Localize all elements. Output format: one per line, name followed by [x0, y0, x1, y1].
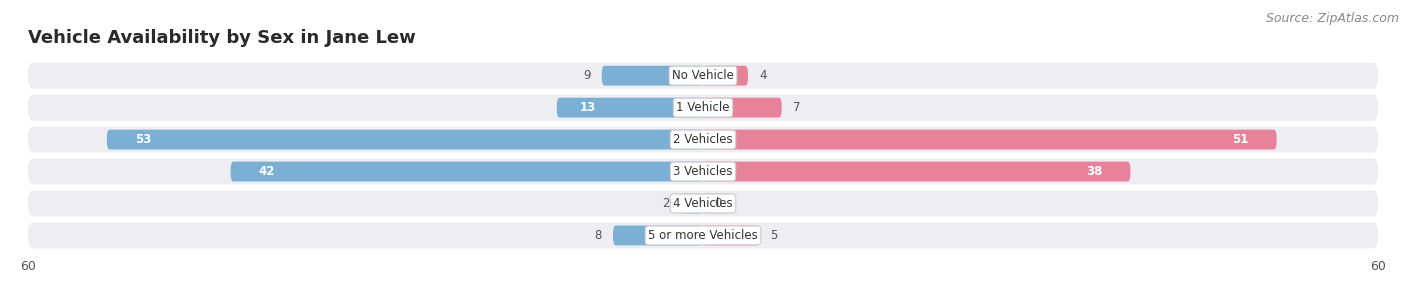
Text: 3 Vehicles: 3 Vehicles: [673, 165, 733, 178]
FancyBboxPatch shape: [703, 66, 748, 86]
FancyBboxPatch shape: [602, 66, 703, 86]
Text: 4: 4: [759, 69, 766, 82]
FancyBboxPatch shape: [28, 191, 1378, 217]
Text: Vehicle Availability by Sex in Jane Lew: Vehicle Availability by Sex in Jane Lew: [28, 29, 416, 47]
Text: 51: 51: [1232, 133, 1249, 146]
FancyBboxPatch shape: [231, 162, 703, 181]
Text: 53: 53: [135, 133, 152, 146]
FancyBboxPatch shape: [557, 98, 703, 117]
FancyBboxPatch shape: [28, 159, 1378, 185]
Text: Source: ZipAtlas.com: Source: ZipAtlas.com: [1265, 12, 1399, 25]
Text: 4 Vehicles: 4 Vehicles: [673, 197, 733, 210]
Text: 38: 38: [1085, 165, 1102, 178]
FancyBboxPatch shape: [703, 225, 759, 245]
FancyBboxPatch shape: [107, 130, 703, 149]
FancyBboxPatch shape: [28, 63, 1378, 89]
Text: 2 Vehicles: 2 Vehicles: [673, 133, 733, 146]
Text: 0: 0: [714, 197, 721, 210]
FancyBboxPatch shape: [28, 127, 1378, 152]
Text: 13: 13: [579, 101, 596, 114]
Text: 9: 9: [583, 69, 591, 82]
FancyBboxPatch shape: [703, 194, 731, 214]
FancyBboxPatch shape: [681, 194, 703, 214]
Text: 42: 42: [259, 165, 276, 178]
FancyBboxPatch shape: [703, 130, 1277, 149]
Text: 1 Vehicle: 1 Vehicle: [676, 101, 730, 114]
Text: 5 or more Vehicles: 5 or more Vehicles: [648, 229, 758, 242]
Text: No Vehicle: No Vehicle: [672, 69, 734, 82]
Text: 2: 2: [662, 197, 669, 210]
FancyBboxPatch shape: [28, 95, 1378, 120]
Text: 7: 7: [793, 101, 800, 114]
Text: 8: 8: [595, 229, 602, 242]
FancyBboxPatch shape: [703, 98, 782, 117]
FancyBboxPatch shape: [703, 162, 1130, 181]
Text: 5: 5: [770, 229, 778, 242]
FancyBboxPatch shape: [613, 225, 703, 245]
FancyBboxPatch shape: [28, 222, 1378, 248]
